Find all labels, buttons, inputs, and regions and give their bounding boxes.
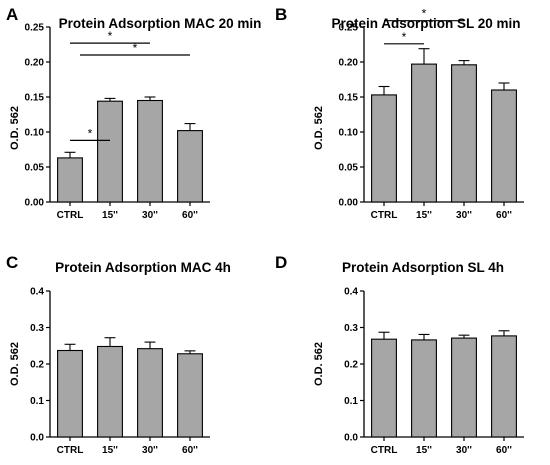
x-tick-label: 30'' [142,445,158,456]
y-tick-label: 0.3 [344,323,358,334]
y-tick-label: 0.25 [339,23,359,34]
y-tick-label: 0.20 [25,58,45,69]
y-axis-label: O.D. 562 [313,342,325,386]
x-tick-label: CTRL [57,445,84,456]
x-tick-label: 30'' [456,210,472,221]
panel-a: A Protein Adsorption MAC 20 min O.D. 562… [6,5,261,221]
bar [57,157,83,203]
y-tick-label: 0.2 [30,360,44,371]
panel-letter: A [6,5,18,24]
y-tick-label: 0.0 [344,433,358,444]
bar [177,130,203,203]
bar [137,348,163,438]
y-tick-label: 0.4 [344,287,358,298]
y-tick-label: 0.00 [25,198,45,209]
significance-star: * [133,41,138,55]
y-tick-label: 0.00 [339,198,359,209]
significance-star: * [88,126,93,140]
panel-letter: B [275,5,287,24]
y-tick-label: 0.15 [339,93,359,104]
y-tick-label: 0.05 [25,163,45,174]
y-tick-label: 0.2 [344,360,358,371]
x-tick-label: 30'' [456,445,472,456]
y-tick-label: 0.10 [339,128,359,139]
bar [57,349,83,438]
y-tick-label: 0.15 [25,93,45,104]
bar [177,353,203,438]
panel-letter: D [275,253,287,272]
y-tick-label: 0.05 [339,163,359,174]
x-tick-label: 15'' [102,210,118,221]
panel-d: D Protein Adsorption SL 4h O.D. 562 0.0 0… [275,253,524,456]
x-tick-label: 15'' [416,445,432,456]
y-tick-label: 0.3 [30,323,44,334]
panel-title: Protein Adsorption SL 4h [342,260,504,275]
x-tick-label: CTRL [371,445,398,456]
y-tick-label: 0.10 [25,128,45,139]
y-tick-label: 0.20 [339,58,359,69]
bar [451,337,477,438]
panel-b: B Protein Adsorption SL 20 min O.D. 562 … [275,5,524,221]
bar [97,345,123,438]
x-tick-label: 30'' [142,210,158,221]
bar [451,64,477,203]
x-tick-label: CTRL [57,210,84,221]
y-axis-label: O.D. 562 [313,106,325,150]
x-tick-label: 15'' [102,445,118,456]
panel-title: Protein Adsorption SL 20 min [331,16,520,31]
bar [371,94,397,203]
panel-letter: C [6,253,18,272]
significance-star: * [422,7,427,21]
bar [491,89,517,203]
bar [371,338,397,438]
bar [97,100,123,203]
x-tick-label: 60'' [496,445,512,456]
x-tick-label: CTRL [371,210,398,221]
bar [137,99,163,203]
y-tick-label: 0.25 [25,23,45,34]
x-tick-label: 60'' [182,445,198,456]
y-tick-label: 0.0 [30,433,44,444]
x-tick-label: 15'' [416,210,432,221]
significance-star: * [402,30,407,44]
panel-title: Protein Adsorption MAC 20 min [59,16,262,31]
panel-title: Protein Adsorption MAC 4h [55,260,231,275]
significance-star: * [108,29,113,43]
y-tick-label: 0.1 [30,396,44,407]
bar [411,339,437,438]
bar [411,63,437,203]
y-axis-label: O.D. 562 [9,342,21,386]
y-tick-label: 0.1 [344,396,358,407]
bar [491,335,517,438]
panel-c: C Protein Adsorption MAC 4h O.D. 562 0.0… [6,253,231,456]
x-tick-label: 60'' [496,210,512,221]
y-tick-label: 0.4 [30,287,44,298]
x-tick-label: 60'' [182,210,198,221]
y-axis-label: O.D. 562 [9,106,21,150]
